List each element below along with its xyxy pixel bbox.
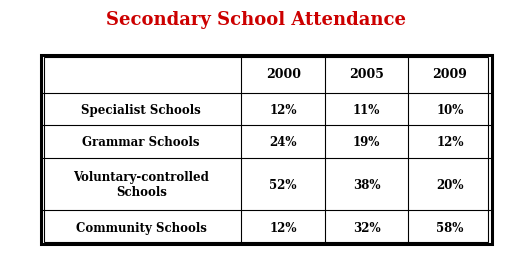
Text: 12%: 12% (269, 103, 297, 116)
Text: 20%: 20% (436, 178, 463, 191)
Text: 10%: 10% (436, 103, 463, 116)
Text: 58%: 58% (436, 221, 463, 234)
Text: 19%: 19% (353, 136, 380, 149)
Text: Community Schools: Community Schools (76, 221, 207, 234)
Text: 12%: 12% (269, 221, 297, 234)
Text: 32%: 32% (353, 221, 380, 234)
Text: 38%: 38% (353, 178, 380, 191)
Text: Secondary School Attendance: Secondary School Attendance (106, 11, 406, 29)
Text: 52%: 52% (269, 178, 297, 191)
Text: 2005: 2005 (349, 68, 384, 81)
Text: 24%: 24% (269, 136, 297, 149)
Text: Voluntary-controlled
Schools: Voluntary-controlled Schools (73, 170, 209, 198)
Text: Grammar Schools: Grammar Schools (82, 136, 200, 149)
Text: 12%: 12% (436, 136, 463, 149)
Text: Specialist Schools: Specialist Schools (81, 103, 201, 116)
Text: 11%: 11% (353, 103, 380, 116)
Text: 2009: 2009 (433, 68, 467, 81)
Text: 2000: 2000 (266, 68, 301, 81)
